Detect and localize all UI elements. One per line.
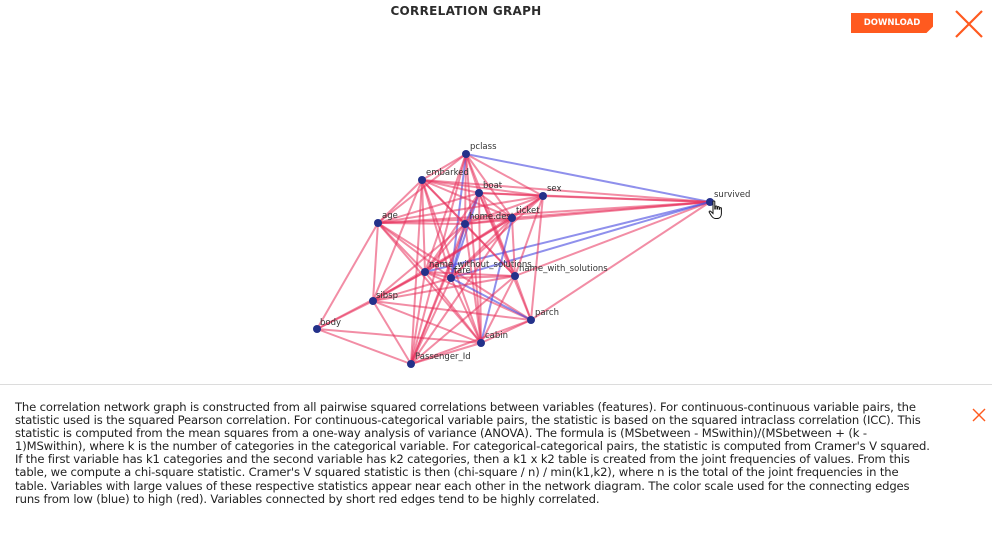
graph-node-boat[interactable] — [475, 189, 483, 197]
graph-edge — [424, 201, 711, 273]
graph-node-name-with-solutions[interactable] — [511, 272, 519, 280]
graph-edge — [421, 153, 467, 181]
graph-edge — [377, 217, 513, 224]
graph-edge — [450, 277, 482, 344]
graph-edge — [377, 192, 480, 224]
graph-node-age[interactable] — [374, 219, 382, 227]
graph-edge — [465, 153, 513, 219]
panel-divider — [0, 384, 992, 385]
hand-pointer-icon — [708, 200, 722, 219]
graph-edge — [530, 195, 544, 321]
graph-node-label: body — [320, 318, 341, 328]
graph-edge — [421, 179, 452, 279]
graph-edge — [377, 179, 423, 224]
graph-edge — [372, 300, 482, 344]
description-text: The correlation network graph is constru… — [15, 400, 930, 506]
graph-node-fare[interactable] — [447, 274, 455, 282]
graph-node-label: name_without_solutions — [429, 260, 532, 270]
graph-edge — [450, 195, 544, 279]
graph-edge — [377, 195, 544, 224]
graph-node-label: fare — [454, 266, 471, 276]
graph-edge — [372, 277, 452, 302]
graph-node-body[interactable] — [313, 325, 321, 333]
graph-edge — [421, 179, 544, 197]
graph-node-label: age — [382, 211, 398, 221]
graph-node-label: pclass — [470, 142, 497, 152]
graph-edge — [410, 217, 513, 365]
graph-edge — [410, 319, 532, 365]
description-panel: The correlation network graph is constru… — [0, 385, 992, 548]
graph-edge — [514, 275, 532, 321]
graph-edge — [377, 222, 452, 279]
graph-edge — [372, 223, 466, 302]
graph-panel: CORRELATION GRAPH pclass embarked boat sex a… — [0, 0, 992, 384]
graph-node-label: name_with_solutions — [519, 264, 608, 274]
graph-edge — [514, 195, 544, 277]
download-button[interactable]: DOWNLOAD — [851, 13, 933, 33]
graph-edge — [410, 153, 467, 365]
graph-edges — [316, 153, 711, 365]
graph-node-passenger-id[interactable] — [407, 360, 415, 368]
graph-node-embarked[interactable] — [418, 176, 426, 184]
close-icon[interactable] — [971, 407, 987, 423]
graph-node-label: parch — [535, 308, 559, 318]
graph-edge — [478, 192, 544, 197]
close-icon[interactable] — [952, 7, 986, 41]
graph-edge — [465, 153, 711, 203]
graph-edge — [530, 201, 711, 321]
page-title: CORRELATION GRAPH — [390, 4, 542, 18]
graph-edge — [511, 217, 516, 277]
graph-node-label: embarked — [426, 168, 469, 178]
graph-node-ticket[interactable] — [508, 214, 516, 222]
graph-node-survived[interactable] — [706, 198, 714, 206]
graph-edge — [316, 328, 482, 344]
graph-edge — [480, 217, 513, 344]
graph-edge — [372, 275, 516, 302]
graph-edge — [424, 271, 516, 277]
graph-edge — [316, 300, 374, 330]
graph-edge — [372, 300, 532, 321]
graph-node-label: ticket — [516, 206, 540, 216]
graph-edge — [465, 153, 544, 197]
graph-edge — [377, 222, 532, 321]
graph-edge — [464, 217, 513, 225]
graph-node-label: home.dest — [469, 212, 515, 222]
graph-node-cabin[interactable] — [477, 339, 485, 347]
graph-edge — [450, 275, 516, 279]
graph-node-label: Passenger_Id — [415, 352, 471, 362]
graph-node-label: cabin — [485, 331, 508, 341]
graph-node-label: sibsp — [376, 291, 398, 301]
graph-edge — [421, 179, 711, 203]
graph-edge — [480, 275, 516, 344]
graph-edge — [450, 217, 513, 279]
graph-edge — [424, 223, 466, 273]
graph-edge — [514, 201, 711, 277]
graph-edge — [478, 192, 513, 219]
graph-edge — [410, 275, 516, 365]
graph-edge — [410, 223, 466, 365]
graph-node-pclass[interactable] — [462, 150, 470, 158]
graph-node-name-without-solutions[interactable] — [421, 268, 429, 276]
graph-edge — [316, 328, 412, 365]
graph-edge — [377, 222, 482, 344]
graph-node-sex[interactable] — [539, 192, 547, 200]
graph-edge — [450, 201, 711, 279]
graph-edge — [511, 201, 711, 219]
graph-edge — [372, 300, 412, 365]
graph-edge — [372, 222, 379, 302]
graph-edge — [542, 195, 711, 203]
graph-node-label: survived — [714, 190, 750, 200]
graph-edge — [410, 277, 452, 365]
graph-node-label: boat — [483, 181, 503, 191]
graph-edge — [316, 222, 379, 330]
graph-node-label: sex — [547, 184, 562, 194]
graph-edge — [372, 179, 423, 302]
graph-edge — [410, 342, 482, 365]
graph-node-parch[interactable] — [527, 316, 535, 324]
graph-node-sibsp[interactable] — [369, 297, 377, 305]
graph-node-home-dest[interactable] — [461, 220, 469, 228]
